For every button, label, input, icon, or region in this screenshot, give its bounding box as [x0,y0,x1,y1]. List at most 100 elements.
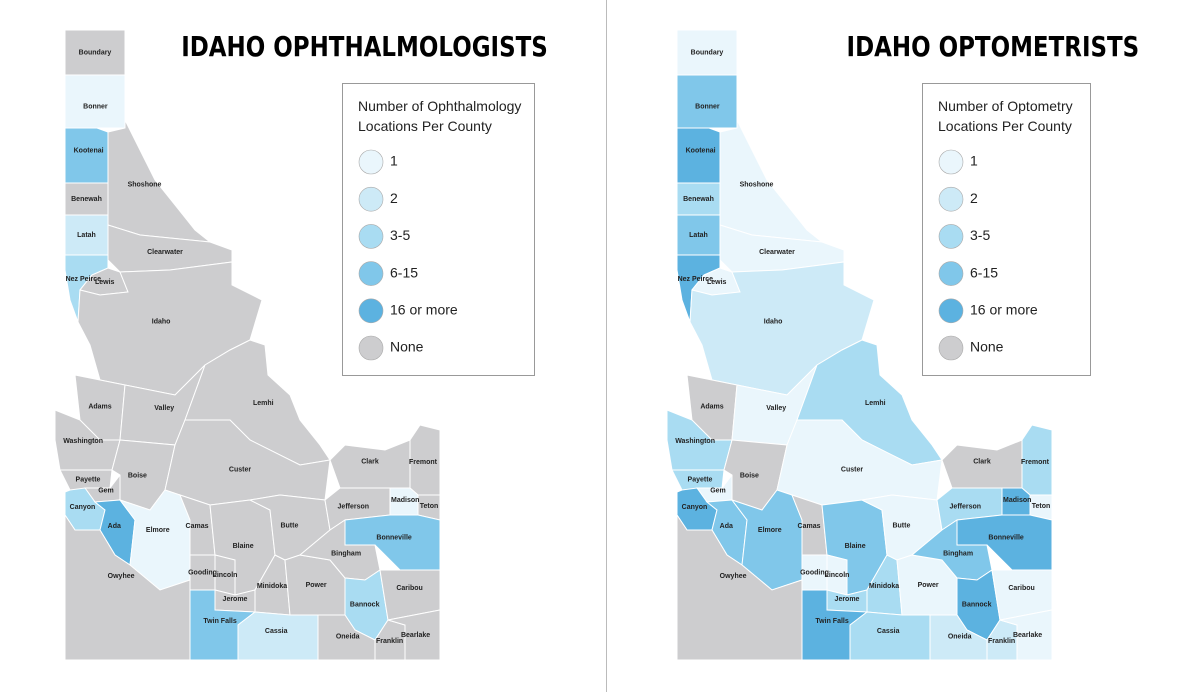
county-label: Nez Peirce [66,276,102,283]
county-label: Custer [229,466,251,473]
county-label: Lincoln [825,572,850,579]
county-label: Payette [76,476,101,483]
county-label: Caribou [396,585,422,592]
county-label: Latah [689,232,708,239]
county-label: Gem [98,487,114,494]
county-label: Latah [77,232,96,239]
county-label: Washington [63,438,103,445]
legend-swatch [938,224,964,249]
county-label: Madison [391,497,419,504]
county-label: Gooding [800,569,829,576]
county-label: Twin Falls [203,618,236,625]
county-label: Valley [766,405,786,412]
legend-swatch [938,261,964,286]
legend-title: Number of Optometry [938,98,1073,114]
county-label: Gooding [188,569,217,576]
county-label: Lewis [95,279,115,286]
county-label: Bingham [943,551,973,558]
legend-swatch [358,335,384,361]
legend-label: 2 [390,190,398,206]
county [849,611,931,661]
county-label: Canyon [70,504,96,511]
county [64,127,109,184]
legend-swatch [358,186,384,212]
county-label: Bonner [83,104,108,111]
county-label: Fremont [1021,459,1050,466]
county-label: Teton [420,503,439,510]
county-label: Jerome [223,596,248,603]
county-label: Benewah [683,196,714,203]
legend-label: 16 or more [390,302,458,318]
county-label: Oneida [948,634,972,641]
county-label: Elmore [758,527,782,534]
county-label: Lincoln [213,572,238,579]
county-label: Shoshone [128,181,162,188]
county-label: Boundary [691,49,724,56]
county-label: Ada [720,523,733,530]
county-label: Lemhi [253,400,274,407]
map: Boundary Bonner Kootenai Shoshone Benewah Lat… [54,29,548,661]
county-label: Kootenai [686,148,716,155]
legend-label: None [390,339,424,355]
legend-swatch [938,186,964,212]
legend-title: Number of Ophthalmology [358,98,521,114]
legend-swatch [358,224,384,249]
county-label: Blaine [233,543,254,550]
county-label: Boundary [79,49,112,56]
county-label: Clark [973,459,991,466]
county [64,74,126,129]
county [379,569,441,621]
county-label: Bonner [695,104,720,111]
county-label: Cassia [877,628,900,635]
county-label: Blaine [845,543,866,550]
legend-label: 6-15 [390,264,418,280]
county-label: Idaho [764,319,783,326]
county-label: Madison [1003,497,1031,504]
county [676,74,738,129]
legend-label: 2 [970,190,978,206]
county-label: Elmore [146,527,170,534]
county [999,609,1053,661]
county [676,513,803,661]
county-label: Power [918,582,939,589]
county-label: Nez Peirce [678,276,714,283]
county [676,127,721,184]
legend-swatch [938,149,964,175]
county-label: Minidoka [257,583,287,590]
county-label: Jerome [835,596,860,603]
county-label: Bonneville [376,534,412,541]
county [387,609,441,661]
legend-swatch [358,298,384,324]
legend-label: 1 [970,153,978,169]
county-label: Boise [128,473,147,480]
county-label: Butte [280,522,298,529]
county-label: Lewis [707,279,727,286]
map-title: IDAHO OPTOMETRISTS [847,31,1140,64]
legend-label: 6-15 [970,264,998,280]
county-label: Camas [186,523,209,530]
county-label: Franklin [376,638,403,645]
county-label: Clearwater [759,249,795,256]
county-label: Owyhee [108,573,135,580]
county-label: Oneida [336,634,360,641]
county-label: Clark [361,459,379,466]
legend-swatch [938,298,964,324]
county-label: Owyhee [720,573,747,580]
legend-swatch [358,261,384,286]
county-label: Clearwater [147,249,183,256]
county [991,569,1053,621]
county-label: Boise [740,473,759,480]
county-label: Bearlake [1013,632,1042,639]
county-label: Idaho [152,319,171,326]
county-label: Washington [675,438,715,445]
county-label: Teton [1032,503,1051,510]
county-label: Bonneville [988,534,1024,541]
county-label: Shoshone [740,181,774,188]
legend-title: Locations Per County [358,118,492,134]
county-label: Power [306,582,327,589]
county-label: Minidoka [869,583,899,590]
legend-label: 16 or more [970,302,1038,318]
legend-label: None [970,339,1004,355]
legend-label: 3-5 [390,227,410,243]
